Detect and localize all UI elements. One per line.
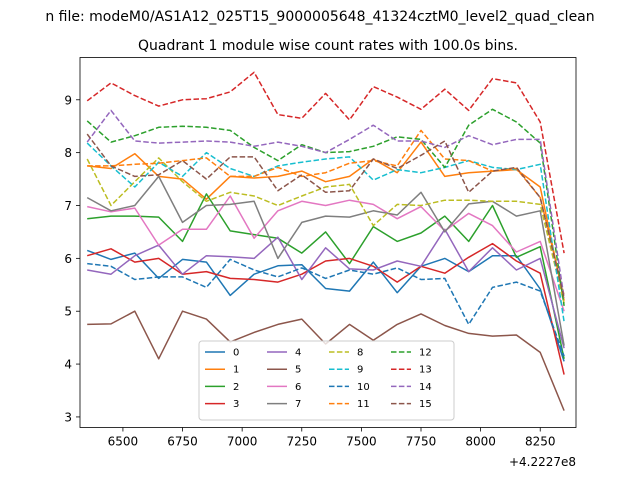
y-tick-label-3: 6 <box>64 252 72 266</box>
legend-label-15: 15 <box>419 399 432 410</box>
series-line-8 <box>86 157 565 304</box>
series-group <box>86 71 565 411</box>
legend-label-6: 6 <box>295 382 301 393</box>
legend-label-0: 0 <box>233 348 239 359</box>
y-tick-label-1: 4 <box>64 358 72 372</box>
legend-label-5: 5 <box>295 365 301 376</box>
y-tick-label-5: 8 <box>64 146 72 160</box>
x-tick-label-7: 8250 <box>525 435 556 449</box>
series-line-13 <box>86 71 565 254</box>
legend-label-9: 9 <box>357 365 363 376</box>
series-layer <box>86 71 565 411</box>
legend-label-13: 13 <box>419 365 432 376</box>
y-tick-label-6: 9 <box>64 93 72 107</box>
series-line-14 <box>86 109 565 299</box>
legend-label-14: 14 <box>419 382 432 393</box>
series-line-11 <box>87 129 565 296</box>
series-line-2 <box>87 193 565 359</box>
series-line-9 <box>86 142 565 322</box>
x-offset-label: +4.2227e8 <box>509 455 576 469</box>
legend-label-4: 4 <box>295 348 301 359</box>
legend-label-12: 12 <box>419 348 432 359</box>
legend-label-2: 2 <box>233 382 239 393</box>
x-tick-label-4: 7500 <box>346 435 377 449</box>
legend-label-10: 10 <box>357 382 370 393</box>
legend-label-8: 8 <box>357 348 363 359</box>
legend-label-1: 1 <box>233 365 239 376</box>
x-tick-label-3: 7250 <box>286 435 317 449</box>
legend-box <box>198 340 455 421</box>
legend-label-7: 7 <box>295 399 301 410</box>
series-line-3 <box>86 242 565 375</box>
series-line-10 <box>87 258 565 357</box>
x-tick-label-1: 6750 <box>167 435 198 449</box>
x-tick-label-5: 7750 <box>406 435 437 449</box>
legend-label-11: 11 <box>357 399 370 410</box>
axes-frame <box>79 57 577 428</box>
y-tick-label-2: 5 <box>64 305 72 319</box>
figure-suptitle: n file: modeM0/AS1A12_025T15_9000005648_… <box>45 9 594 25</box>
series-line-6 <box>87 195 565 312</box>
series-line-7 <box>86 175 565 346</box>
x-tick-label-2: 7000 <box>227 435 258 449</box>
series-line-15 <box>86 133 565 299</box>
y-tick-label-4: 7 <box>64 199 72 213</box>
y-tick-label-0: 3 <box>64 410 72 424</box>
chart-title: Quadrant 1 module wise count rates with … <box>138 38 518 54</box>
x-tick-label-6: 8000 <box>465 435 496 449</box>
legend-label-3: 3 <box>233 399 239 410</box>
series-line-4 <box>87 228 565 349</box>
series-line-0 <box>86 249 565 362</box>
x-tick-label-0: 6500 <box>108 435 139 449</box>
series-line-1 <box>87 141 565 301</box>
